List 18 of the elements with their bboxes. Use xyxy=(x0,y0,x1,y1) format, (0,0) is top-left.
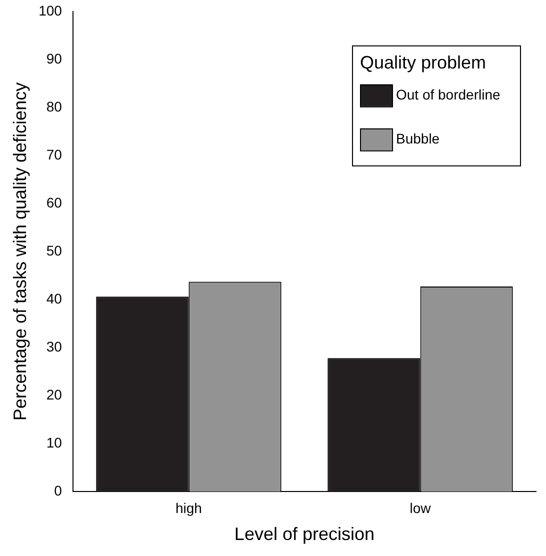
y-tick-label: 30 xyxy=(46,338,62,354)
y-tick-label: 70 xyxy=(46,146,62,162)
y-tick-label: 10 xyxy=(46,434,62,450)
y-tick-label: 20 xyxy=(46,386,62,402)
y-tick-label: 50 xyxy=(46,242,62,258)
legend-title: Quality problem xyxy=(360,52,486,72)
y-tick-label: 40 xyxy=(46,290,62,306)
x-axis-title: Level of precision xyxy=(234,524,375,544)
y-tick-label: 80 xyxy=(46,98,62,114)
legend-label: Out of borderline xyxy=(396,86,500,102)
y-axis-title: Percentage of tasks with quality deficiency xyxy=(10,82,30,421)
y-tick-label: 0 xyxy=(54,482,62,498)
x-tick-label: low xyxy=(410,500,432,516)
x-tick-label: high xyxy=(175,500,202,516)
y-tick-label: 90 xyxy=(46,50,62,66)
y-tick-label: 60 xyxy=(46,194,62,210)
y-tick-label: 100 xyxy=(38,2,62,18)
legend-label: Bubble xyxy=(396,130,440,146)
